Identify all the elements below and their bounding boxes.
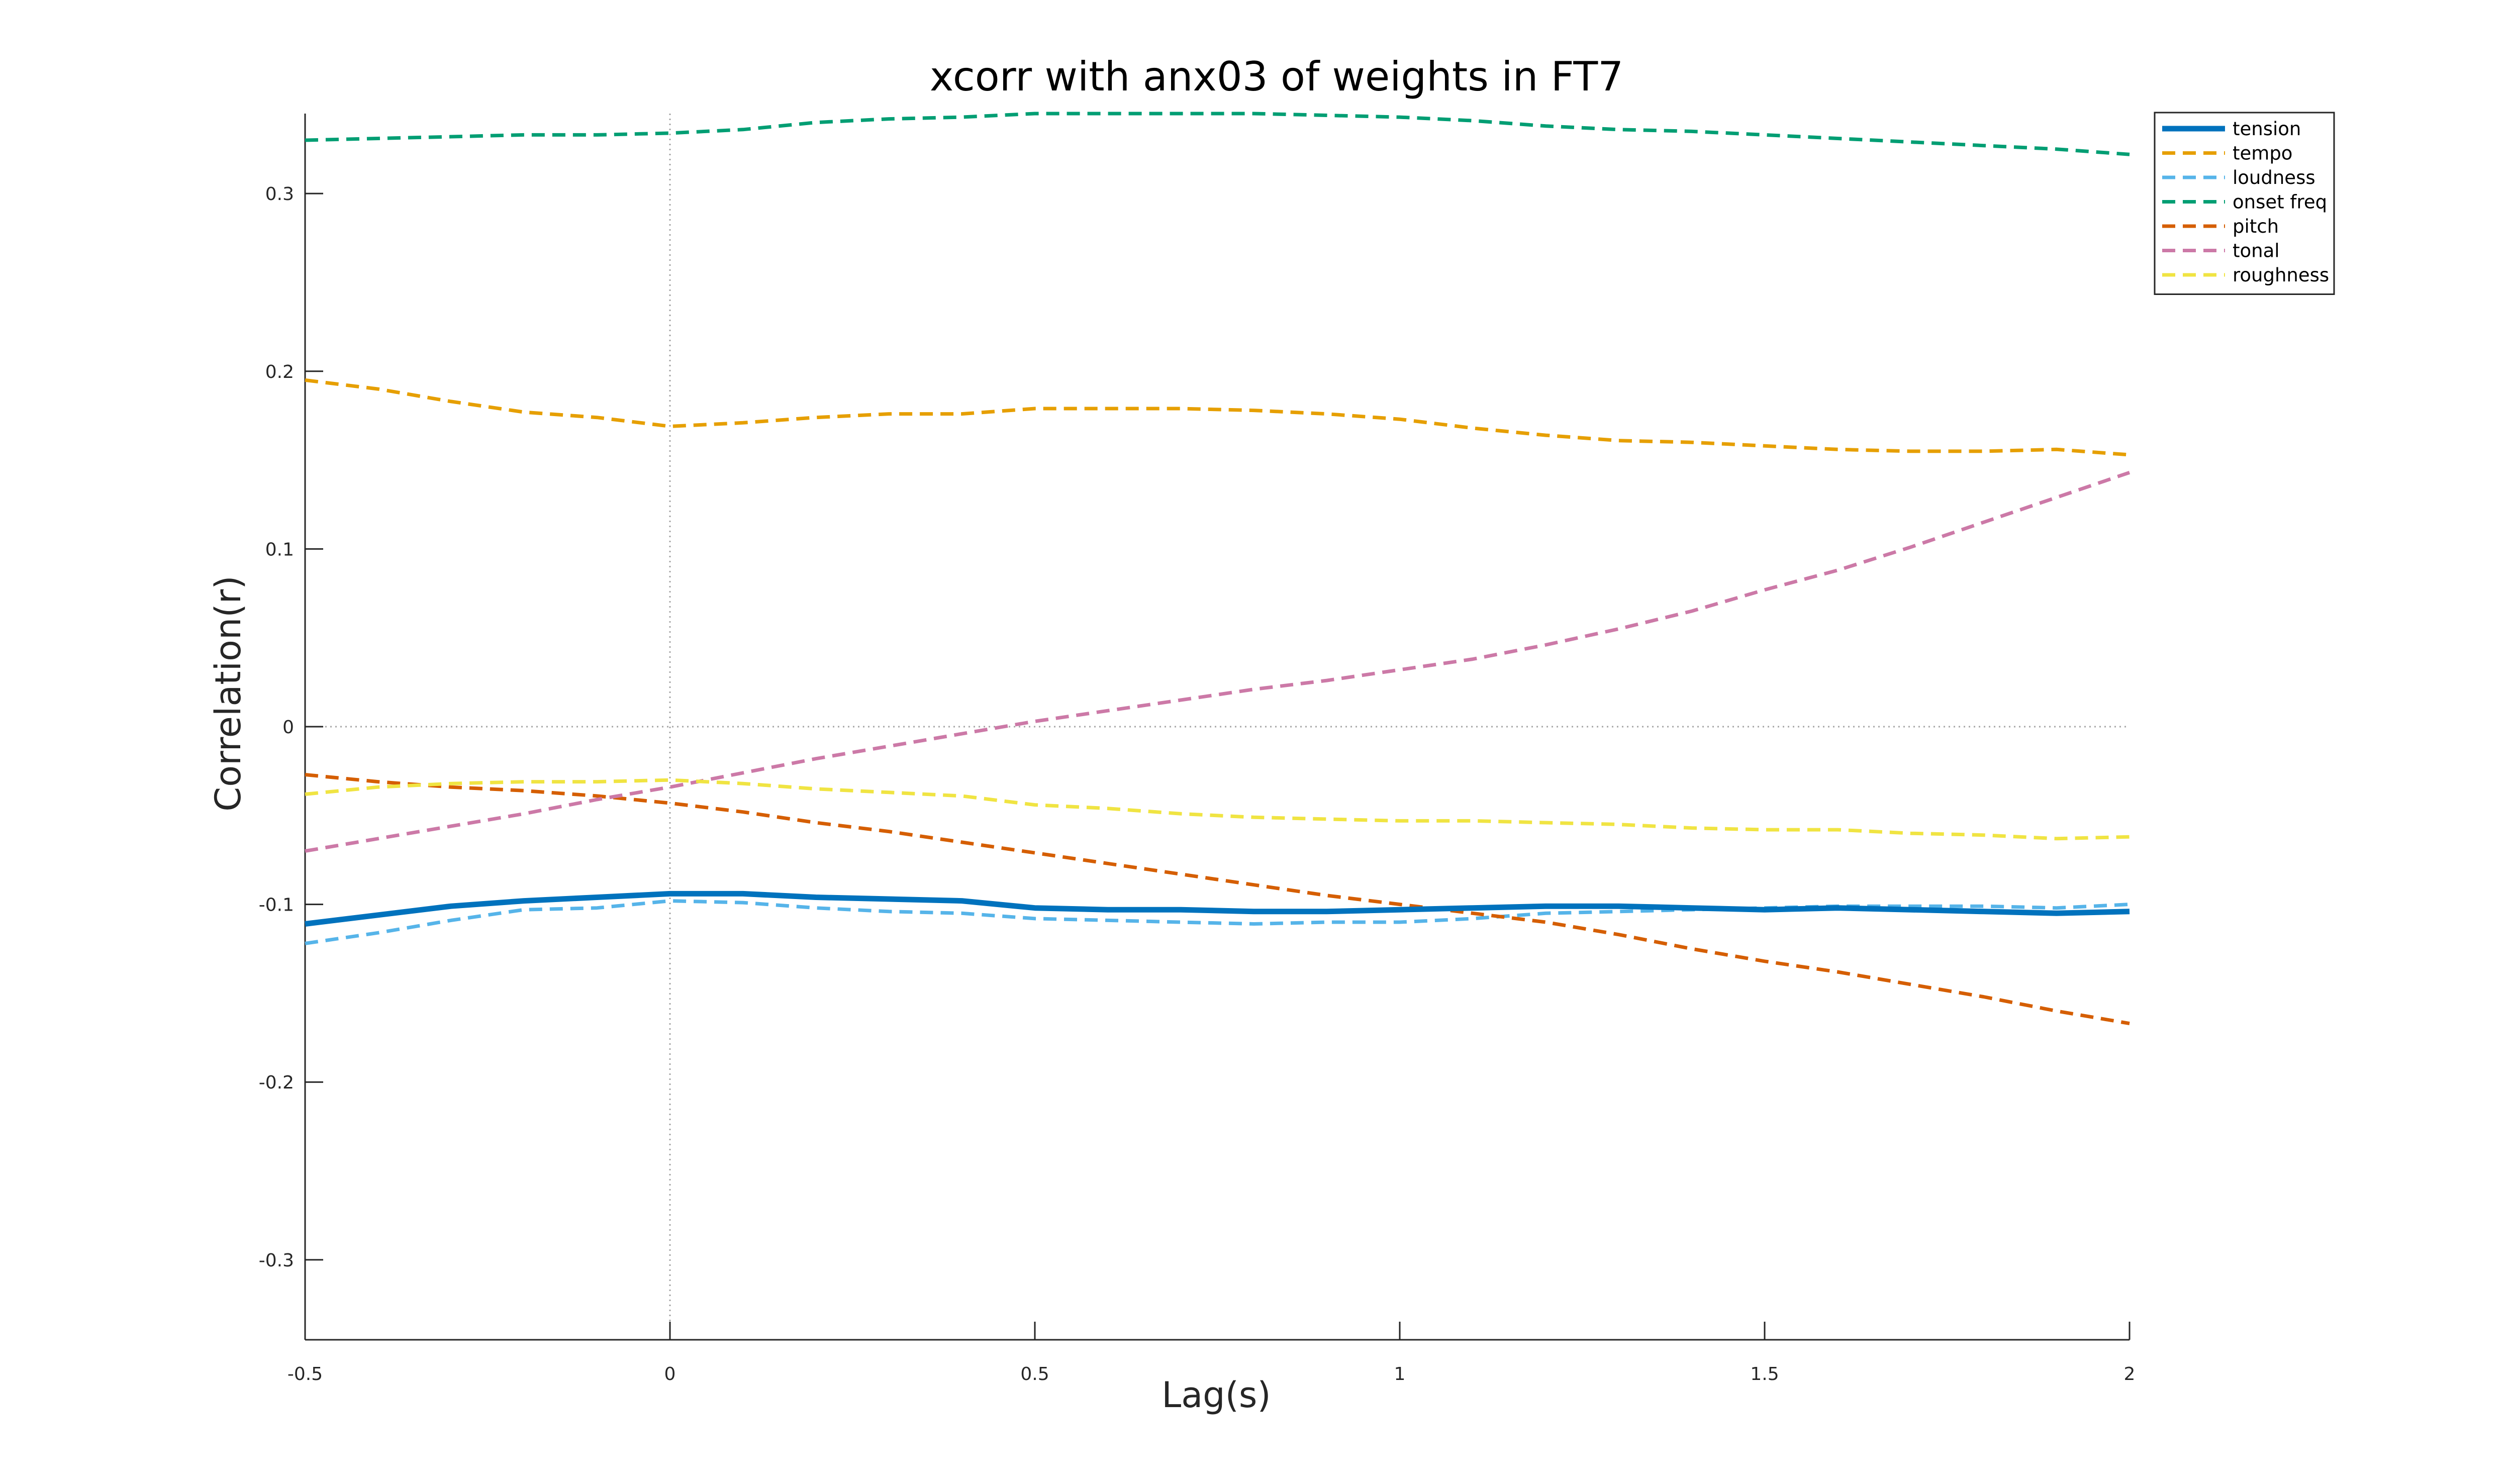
y-tick-label: 0.1 [265,539,294,560]
x-tick-label: -0.5 [287,1364,323,1384]
series-line-tempo [305,378,2130,457]
series-line-pitch [305,773,2130,1026]
y-axis-title: Correlation(r) [208,575,249,811]
y-tick-label: 0 [282,717,294,738]
y-tick-label: -0.3 [259,1250,294,1271]
reference-lines [305,114,2130,1340]
series-line-loudness [305,899,2130,945]
y-tick-label: 0.2 [265,362,294,382]
chart-title: xcorr with anx03 of weights in FT7 [930,53,1623,100]
legend-label-tempo: tempo [2233,143,2292,164]
legend-label-tension: tension [2233,118,2301,140]
x-tick-label: 2 [2124,1364,2136,1384]
x-tick-label: 0 [664,1364,676,1384]
legend-label-tonal: tonal [2233,240,2280,262]
legend: tension tempo loudness onset freq pitch tonal… [2154,112,2335,295]
legend-label-loudness: loudness [2233,167,2315,188]
x-tick-label: 0.5 [1020,1364,1049,1384]
series-layer [305,112,2131,1026]
series-line-onset-freq [305,112,2130,156]
y-tick-label: -0.2 [259,1072,294,1093]
x-axis-title: Lag(s) [1162,1374,1271,1416]
ticks: -0.5 0 0.5 1 1.5 2 -0.3 -0.2 -0.1 0 0.1 0.2 0.3 [259,184,2136,1384]
legend-label-onset-freq: onset freq [2233,191,2327,213]
series-line-tension [305,891,2130,927]
legend-label-roughness: roughness [2233,264,2329,286]
y-tick-label: 0.3 [265,184,294,205]
x-tick-label: 1.5 [1750,1364,1779,1384]
legend-label-pitch: pitch [2233,216,2279,237]
series-line-roughness [305,778,2130,841]
y-tick-label: -0.1 [259,895,294,916]
x-tick-label: 1 [1394,1364,1406,1384]
series-line-tonal [305,470,2131,853]
